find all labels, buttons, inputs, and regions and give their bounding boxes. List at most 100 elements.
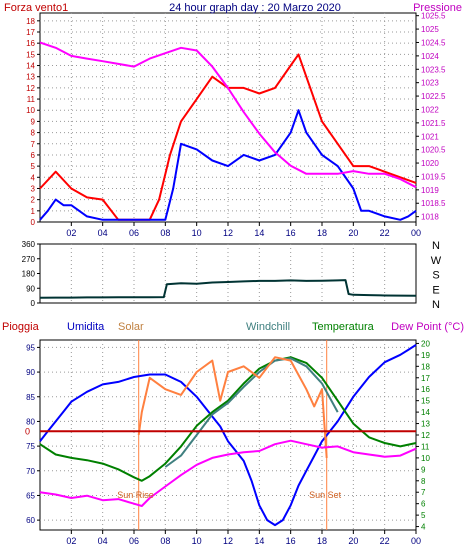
y-tick-label-left: 80 — [26, 417, 35, 426]
pressure-axis-label: Pressione — [413, 2, 462, 14]
y-tick-label-left: 8 — [31, 129, 36, 138]
wind-direction-series-line — [39, 279, 417, 299]
y-tick-label-left: 0 — [31, 218, 36, 227]
x-tick-label: 06 — [129, 228, 139, 238]
x-tick-label: 08 — [160, 228, 170, 238]
y-tick-label-right: 15 — [421, 397, 430, 406]
y-tick-label-right: 1019 — [421, 186, 439, 195]
y-tick-label-right: 6 — [421, 500, 426, 509]
chart-title: 24 hour graph day : 20 Marzo 2020 — [169, 2, 341, 14]
x-tick-label: 18 — [317, 536, 327, 546]
y-tick-label-left: 16 — [26, 39, 35, 48]
y-tick-label-right: 1020.5 — [421, 146, 446, 155]
dewpoint-series-line — [39, 439, 417, 507]
y-tick-label-left: 17 — [26, 28, 35, 37]
y-tick-label-left: 65 — [26, 491, 35, 500]
y-tick-label-left: 70 — [26, 467, 35, 476]
y-tick-label-right: 7 — [421, 488, 426, 497]
y-tick-label-left: 6 — [31, 151, 36, 160]
y-tick-label-right: 1024.5 — [421, 38, 446, 47]
y-tick-label-left: 2 — [31, 196, 36, 205]
y-tick-label-right: 14 — [421, 408, 430, 417]
y-tick-label-left: 3 — [31, 184, 36, 193]
x-tick-label: 20 — [348, 536, 358, 546]
y-tick-label-right: 1018 — [421, 213, 439, 222]
x-tick-label: 16 — [286, 228, 296, 238]
y-tick-label-left: 85 — [26, 393, 35, 402]
compass-direction-label: N — [432, 240, 440, 252]
humidity-label: Umidita — [67, 321, 105, 333]
average-series-line — [39, 109, 417, 221]
y-tick-label-left: 7 — [31, 140, 36, 149]
y-tick-label-left: 4 — [31, 173, 36, 182]
x-tick-label: 18 — [317, 228, 327, 238]
temperature-label: Temperatura — [312, 321, 375, 333]
x-tick-label: 10 — [192, 536, 202, 546]
y-tick-label-left: 14 — [26, 62, 35, 71]
x-tick-label: 00 — [411, 228, 421, 238]
x-tick-label: 22 — [380, 536, 390, 546]
y-tick-label-left: 95 — [26, 343, 35, 352]
windchill-series-line — [164, 357, 339, 468]
y-tick-label-right: 9 — [421, 465, 426, 474]
y-tick-label-left: 90 — [26, 368, 35, 377]
compass-direction-label: E — [432, 284, 439, 296]
humidity-series-line — [39, 344, 417, 527]
x-tick-label: 12 — [223, 228, 233, 238]
x-tick-label: 12 — [223, 536, 233, 546]
x-tick-label: 16 — [286, 536, 296, 546]
x-tick-label: 04 — [98, 228, 108, 238]
y-tick-label-right: 20 — [421, 339, 430, 348]
wind-speed-axis-label: Forza vento1 — [4, 2, 68, 14]
rain-label: Pioggia — [2, 321, 40, 333]
y-tick-label-left: 1 — [31, 207, 36, 216]
sunrise-annotation: Sun Rise — [117, 490, 154, 500]
y-tick-label-right: 1023 — [421, 79, 439, 88]
y-tick-label-right: 17 — [421, 374, 430, 383]
y-tick-label-left: 10 — [26, 106, 35, 115]
x-tick-label: 14 — [254, 536, 264, 546]
y-tick-label-right: 1025.5 — [421, 12, 446, 21]
y-tick-label-right: 10 — [421, 454, 430, 463]
y-tick-label-right: 1021 — [421, 132, 439, 141]
x-tick-label: 20 — [348, 228, 358, 238]
y-tick-label-right: 5 — [421, 511, 426, 520]
y-tick-label-left: 5 — [31, 162, 36, 171]
temperature-series-line — [39, 356, 417, 482]
x-tick-label: 22 — [380, 228, 390, 238]
y-tick-label-left: 60 — [26, 516, 35, 525]
compass-direction-label: W — [431, 255, 442, 267]
y-tick-label-right: 4 — [421, 523, 426, 532]
y-tick-label-left: 90 — [26, 284, 35, 293]
y-tick-label-right: 1025 — [421, 25, 439, 34]
y-tick-label-right: 19 — [421, 351, 430, 360]
y-tick-label-right: 16 — [421, 385, 430, 394]
pressure-series-line — [39, 41, 417, 189]
windchill-label: Windchill — [246, 321, 290, 333]
y-tick-label-left: 12 — [26, 84, 35, 93]
y-tick-label-right: 1019.5 — [421, 172, 446, 181]
y-tick-label-right: 18 — [421, 362, 430, 371]
x-tick-label: 14 — [254, 228, 264, 238]
x-tick-label: 08 — [160, 536, 170, 546]
y-tick-label-left: 18 — [26, 17, 35, 26]
y-tick-label-left: 11 — [27, 95, 36, 104]
y-tick-label-left: 15 — [26, 50, 35, 59]
x-tick-label: 04 — [98, 536, 108, 546]
rain-tick-label: 0 — [25, 426, 30, 436]
y-tick-label-left: 75 — [26, 442, 35, 451]
y-tick-label-right: 11 — [421, 442, 430, 451]
x-tick-label: 06 — [129, 536, 139, 546]
y-tick-label-left: 360 — [22, 240, 36, 249]
x-tick-label: 00 — [411, 536, 421, 546]
solar-label: Solar — [118, 321, 144, 333]
y-tick-label-right: 12 — [421, 431, 430, 440]
y-tick-label-left: 270 — [22, 255, 36, 264]
compass-direction-label: S — [432, 270, 439, 282]
x-tick-label: 10 — [192, 228, 202, 238]
y-tick-label-right: 1023.5 — [421, 65, 446, 74]
y-tick-label-right: 1024 — [421, 52, 439, 61]
x-tick-label: 02 — [66, 536, 76, 546]
